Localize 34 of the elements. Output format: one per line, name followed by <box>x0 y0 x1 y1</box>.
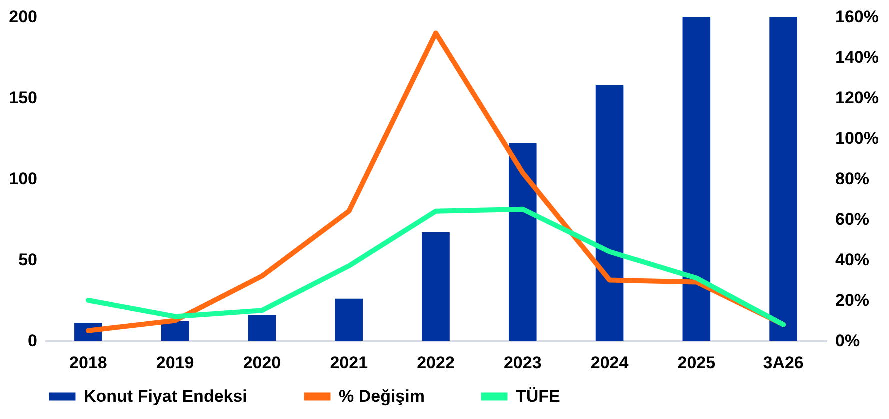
bar <box>422 232 450 341</box>
y2-tick-label: 0% <box>836 332 860 350</box>
bar <box>335 298 364 341</box>
legend-label: TÜFE <box>516 386 560 406</box>
x-tick-label: 2021 <box>330 354 368 372</box>
y2-tick-label: 100% <box>836 129 879 148</box>
y-tick-label: 50 <box>18 250 38 270</box>
bar <box>596 85 624 341</box>
bar <box>248 315 276 341</box>
y-tick-label: 0 <box>28 332 38 350</box>
x-tick-label: 2024 <box>590 354 630 372</box>
bar <box>682 17 711 341</box>
y2-tick-label: 40% <box>836 250 870 270</box>
bar <box>508 143 537 341</box>
y2-tick-label: 20% <box>836 291 870 310</box>
bar <box>770 17 798 341</box>
y2-tick-label: 160% <box>836 8 879 26</box>
x-tick-label: 2022 <box>417 354 455 372</box>
legend-label: % Değişim <box>339 386 425 406</box>
y2-tick-label: 140% <box>836 48 879 67</box>
x-tick-label: 2023 <box>504 354 542 372</box>
x-tick-label: 2020 <box>243 354 282 372</box>
x-tick-label: 2025 <box>678 354 716 372</box>
x-tick-label: 3A26 <box>763 354 804 372</box>
y2-tick-label: 120% <box>836 88 879 108</box>
y-tick-label: 200 <box>9 8 38 26</box>
legend-label: Konut Fiyat Endeksi <box>84 386 248 406</box>
x-tick-label: 2018 <box>70 354 108 372</box>
y2-tick-label: 60% <box>836 210 870 229</box>
y-tick-label: 150 <box>9 88 38 108</box>
x-tick-label: 2019 <box>156 354 194 372</box>
y2-tick-label: 80% <box>836 170 870 188</box>
y-tick-label: 100 <box>9 170 38 188</box>
bar <box>161 322 190 341</box>
